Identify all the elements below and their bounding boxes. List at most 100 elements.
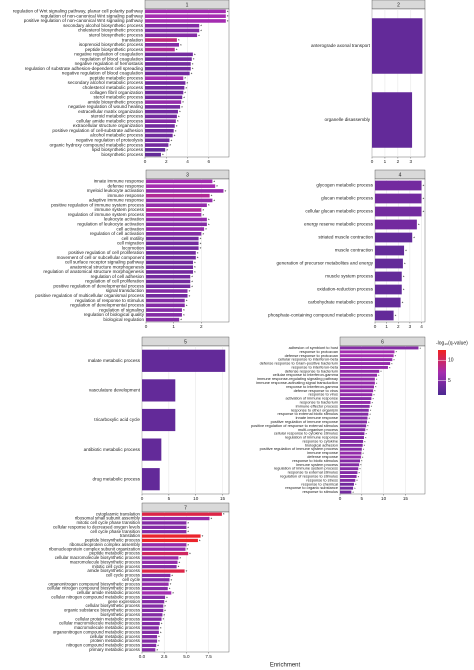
significance-mark: * (202, 213, 204, 218)
significance-mark: * (363, 447, 365, 452)
significance-mark: * (178, 114, 180, 119)
significance-mark: * (361, 459, 363, 464)
y-tick-label: sterol metabolic process (93, 95, 143, 100)
x-tick-label: 0 (145, 324, 148, 329)
significance-mark: * (184, 76, 186, 81)
bar (340, 389, 374, 393)
significance-mark: * (208, 203, 210, 208)
significance-mark: * (423, 197, 425, 202)
y-tick-label: muscle contraction (335, 248, 374, 253)
x-tick-label: 2 (397, 159, 400, 164)
y-tick-label: regulation of biological quality (84, 312, 145, 317)
y-tick-label: cellular response to cytokine stimulus (274, 431, 338, 436)
significance-mark: * (191, 275, 193, 280)
bar (142, 543, 187, 547)
y-tick-label: cellular glucan metabolic process (305, 209, 373, 214)
significance-mark: * (355, 482, 357, 487)
bar (340, 377, 375, 381)
significance-mark: * (194, 265, 196, 270)
y-tick-label: muscle system process (325, 274, 373, 279)
significance-mark: * (158, 639, 160, 644)
significance-mark: * (175, 129, 177, 134)
bar (340, 408, 369, 412)
y-tick-label: extracellular structure organization (73, 123, 144, 128)
y-tick-label: organelle disassembly (325, 117, 371, 122)
bar (142, 621, 160, 626)
significance-mark: * (370, 408, 372, 413)
y-tick-label: cellular metabolic process (90, 634, 141, 639)
significance-mark: * (358, 474, 360, 479)
bar (146, 270, 194, 274)
x-tick-label: 5 (361, 496, 364, 501)
facet-title: 1 (186, 2, 189, 8)
y-tick-label: negative regulation of wound healing (68, 104, 143, 109)
y-tick-label: cellular response to decreased oxygen le… (53, 524, 141, 529)
bar (375, 284, 402, 295)
y-tick-label: cellular amide metabolic process (76, 118, 143, 123)
bar (145, 14, 226, 18)
bar (146, 308, 182, 312)
bar (340, 447, 362, 451)
y-tick-label: organic hydroxy compound metabolic proce… (50, 142, 144, 147)
significance-mark: * (187, 521, 189, 526)
bar (340, 381, 375, 385)
y-tick-label: anatomical structure morphogenesis (70, 264, 145, 269)
significance-mark: * (194, 270, 196, 275)
significance-mark: * (164, 604, 166, 609)
significance-mark: * (163, 617, 165, 622)
significance-mark: * (191, 280, 193, 285)
y-tick-label: phosphate-containing compound metabolic … (268, 313, 374, 318)
significance-mark: * (200, 237, 202, 242)
bar (142, 538, 198, 543)
bar (142, 379, 176, 402)
significance-mark: * (356, 478, 358, 483)
y-tick-label: oxidation-reduction process (317, 287, 374, 292)
bar (146, 232, 202, 236)
bar (142, 534, 201, 538)
bar (146, 284, 191, 289)
bar (340, 401, 371, 404)
significance-mark: * (194, 260, 196, 265)
x-tick-label: 5.0 (183, 654, 190, 659)
bar (145, 47, 175, 52)
facet-title: 2 (397, 2, 400, 8)
bar (145, 33, 198, 38)
bar (142, 468, 160, 491)
bar (142, 438, 162, 461)
significance-mark: * (213, 179, 215, 184)
y-tick-label: negative regulation of proteolysis (76, 138, 144, 143)
significance-mark: * (194, 52, 196, 57)
significance-mark: * (170, 582, 172, 587)
significance-mark: * (216, 184, 218, 189)
y-tick-label: cellular amide metabolic process (77, 590, 141, 595)
y-tick-label: myeloid leukocyte activation (87, 188, 145, 193)
y-tick-label: peptide metabolic process (90, 75, 144, 80)
bar (340, 482, 354, 486)
bar (145, 128, 174, 133)
significance-mark: * (161, 622, 163, 627)
bar (145, 152, 161, 157)
y-tick-label: gene expression (108, 599, 141, 604)
bar (375, 193, 422, 204)
y-tick-label: cellular response to interferon-beta (278, 357, 339, 362)
significance-mark: * (163, 613, 165, 618)
y-tick-label: cholesterol biosynthetic process (78, 28, 144, 33)
x-tick-label: 0 (141, 496, 144, 501)
significance-mark: * (364, 439, 366, 444)
bar (142, 617, 162, 621)
bar (142, 600, 165, 604)
y-tick-label: cellular response to interferon-gamma (273, 372, 339, 377)
significance-mark: * (373, 393, 375, 398)
bar (146, 251, 196, 255)
significance-mark: * (375, 385, 377, 390)
y-tick-label: secondary alcohol biosynthetic process (63, 23, 144, 28)
x-tick-label: 0 (371, 159, 374, 164)
y-tick-label: response to virus (308, 392, 338, 397)
bar (142, 349, 226, 372)
x-tick-label: 3 (409, 159, 412, 164)
x-tick-label: 15 (220, 496, 226, 501)
significance-mark: * (376, 377, 378, 382)
x-tick-label: 10 (381, 496, 387, 501)
bar (142, 608, 164, 613)
y-tick-label: immune response-activating signal transd… (256, 380, 338, 385)
